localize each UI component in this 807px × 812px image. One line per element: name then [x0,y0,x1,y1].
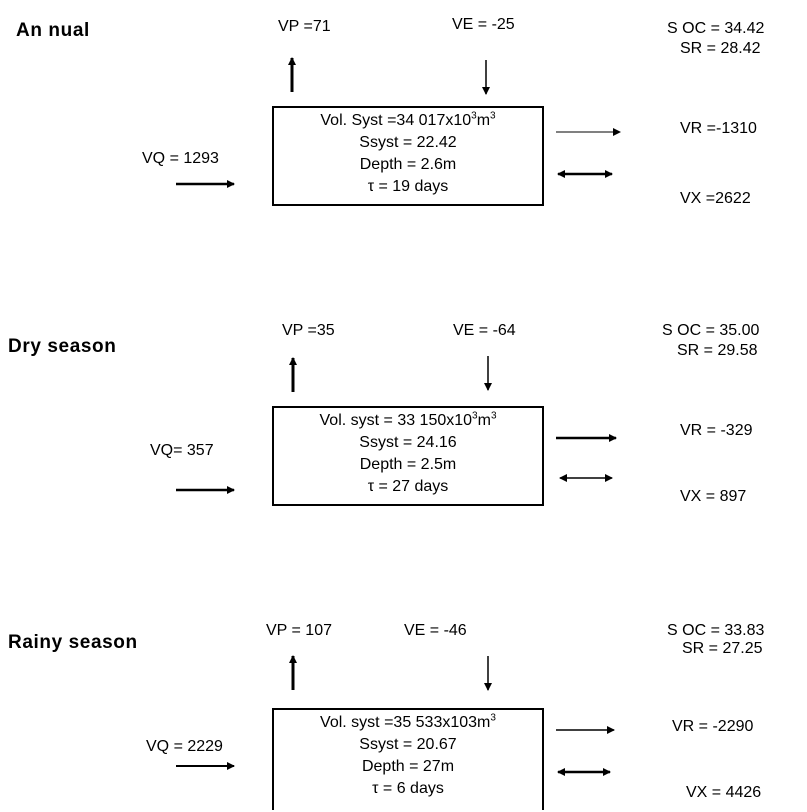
depth-line: Depth = 2.5m [359,456,457,473]
ve-label: VE = -46 [404,622,467,639]
vr-label: VR = -2290 [672,718,754,735]
depth-line: Depth = 27m [361,758,455,775]
vq-label: VQ = 2229 [146,738,223,755]
system-box: Vol. syst =35 533x103m3 Ssyst = 20.67 De… [272,708,544,810]
soc-label: S OC = 35.00 [662,322,760,339]
vx-label: VX =2622 [680,190,751,207]
volume-line: Vol. Syst =34 017x103m3 [320,110,496,129]
vx-label: VX = 897 [680,488,747,505]
vp-label: VP = 107 [266,622,332,639]
vr-label: VR =-1310 [680,120,757,137]
ve-label: VE = -25 [452,16,515,33]
depth-line: Depth = 2.6m [359,156,457,173]
panel-annual: An nual VP =71 VE = -25 S OC = 34.42 SR … [0,0,807,270]
residence-time-line: τ = 6 days [372,780,444,797]
panel-title: Dry season [8,336,117,357]
salinity-line: Ssyst = 22.42 [359,134,457,151]
volume-line: Vol. syst =35 533x103m3 [320,712,496,731]
panel-dry-season: Dry season VP =35 VE = -64 S OC = 35.00 … [0,270,807,540]
sr-label: SR = 28.42 [680,40,761,57]
panel-title: An nual [16,20,90,41]
soc-label: S OC = 33.83 [667,622,765,639]
salinity-line: Ssyst = 20.67 [359,736,457,753]
residence-time-line: τ = 19 days [367,178,449,195]
panel-title: Rainy season [8,632,138,653]
panel-rainy-season: Rainy season VP = 107 VE = -46 S OC = 33… [0,540,807,810]
vq-label: VQ = 1293 [142,150,219,167]
sr-label: SR = 27.25 [682,640,763,657]
system-box: Vol. Syst =34 017x103m3 Ssyst = 22.42 De… [272,106,544,206]
system-box: Vol. syst = 33 150x103m3 Ssyst = 24.16 D… [272,406,544,506]
residence-time-line: τ = 27 days [367,478,449,495]
volume-line: Vol. syst = 33 150x103m3 [319,410,497,429]
flow-arrows [176,655,615,776]
vq-label: VQ= 357 [150,442,214,459]
vx-label: VX = 4426 [686,784,762,801]
sr-label: SR = 29.58 [677,342,758,359]
vr-label: VR = -329 [680,422,753,439]
flow-arrows [176,356,617,494]
flow-arrows [176,57,621,188]
soc-label: S OC = 34.42 [667,20,765,37]
salinity-line: Ssyst = 24.16 [359,434,457,451]
vp-label: VP =71 [278,18,331,35]
ve-label: VE = -64 [453,322,516,339]
vp-label: VP =35 [282,322,335,339]
